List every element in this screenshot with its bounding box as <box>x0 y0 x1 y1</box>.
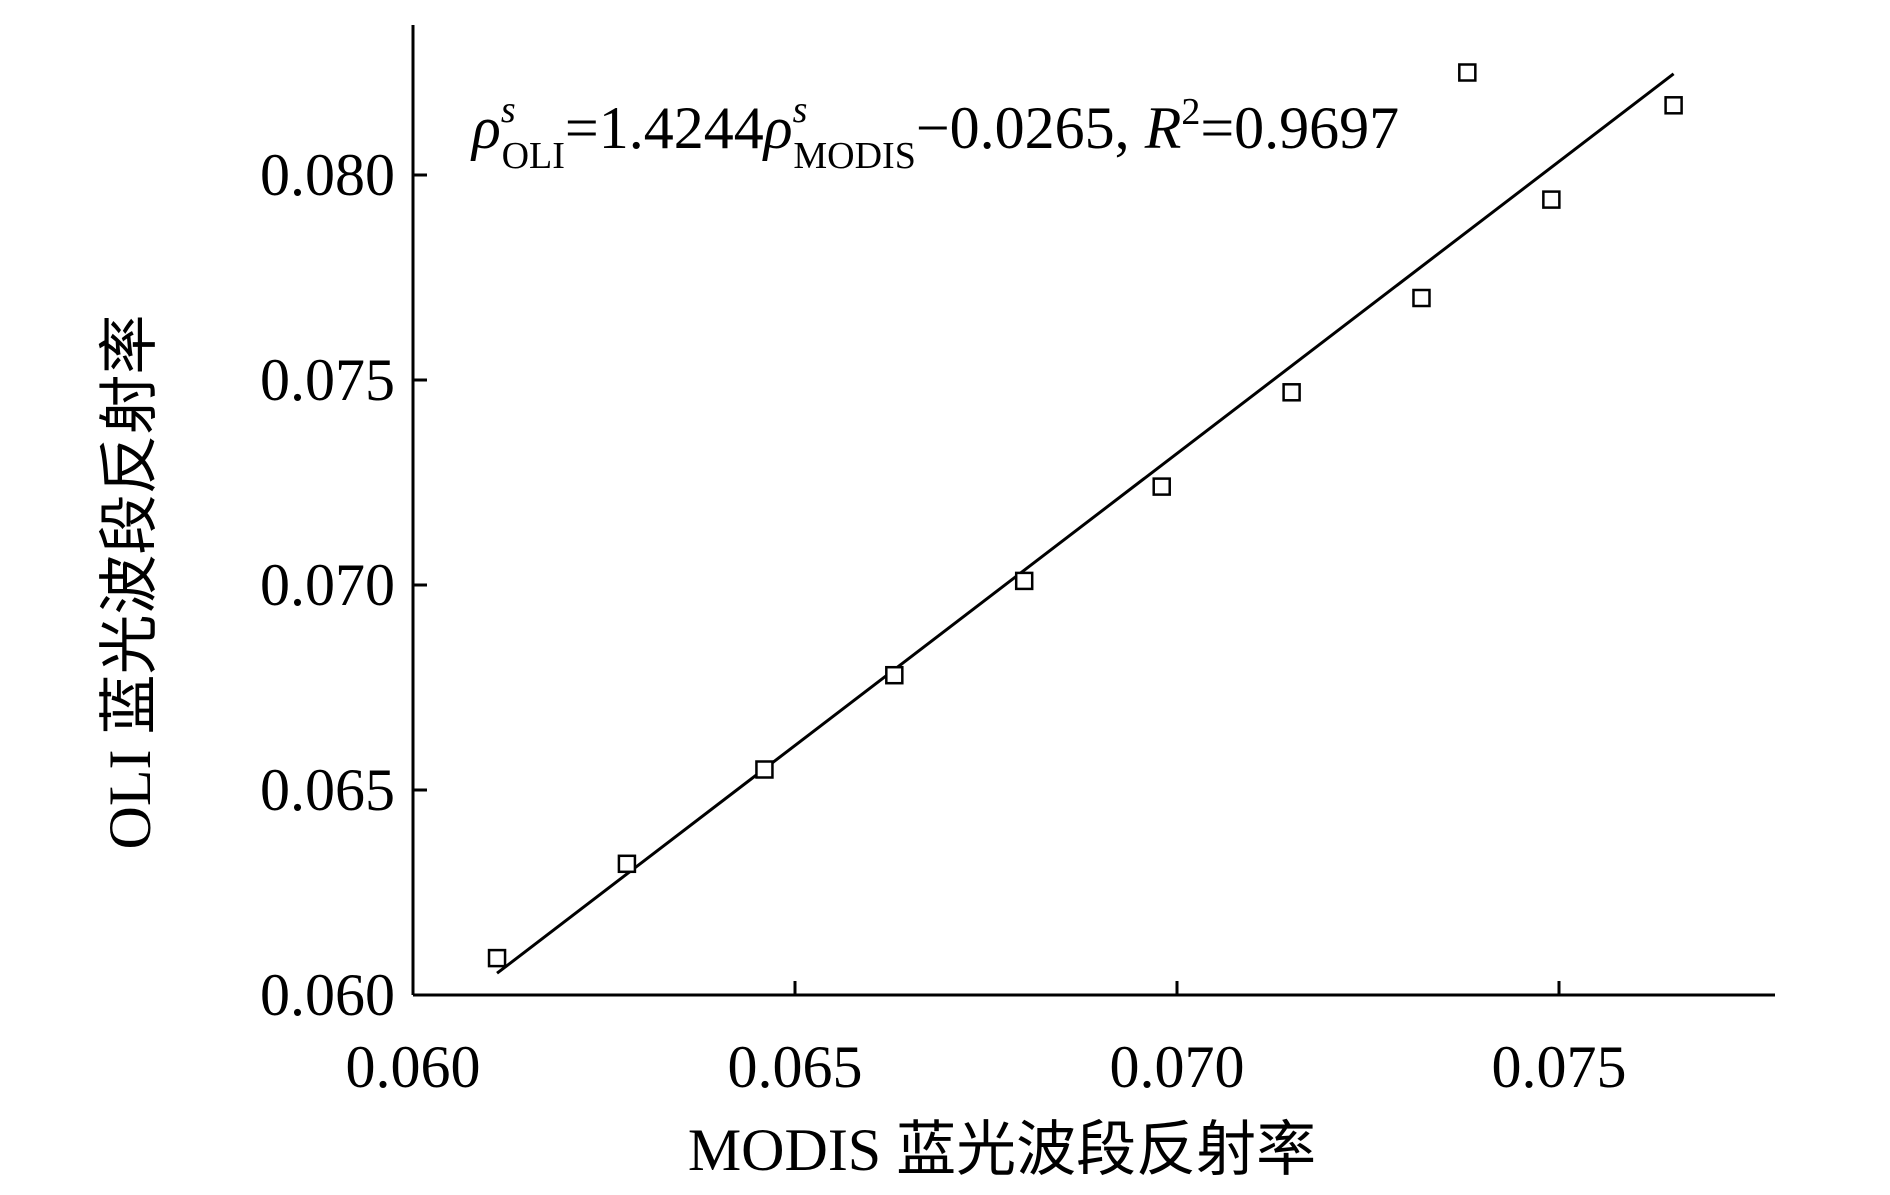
eq-part-2: −0.0265, <box>916 95 1145 161</box>
y-axis-title: OLI 蓝光波段反射率 <box>97 315 163 850</box>
eq-sub-oli: OLI <box>502 135 565 177</box>
y-tick-label: 0.060 <box>260 962 395 1028</box>
x-tick-label: 0.065 <box>728 1034 863 1100</box>
y-tick-label: 0.075 <box>260 347 395 413</box>
x-tick-label: 0.060 <box>346 1034 481 1100</box>
eq-part-1: =1.4244 <box>565 95 764 161</box>
eq-r: R <box>1144 95 1182 161</box>
y-tick-label: 0.080 <box>260 142 395 208</box>
data-point <box>1542 190 1561 209</box>
y-tick-label: 0.065 <box>260 757 395 823</box>
data-point <box>755 760 774 779</box>
data-point <box>1664 96 1683 115</box>
x-tick-label: 0.075 <box>1492 1034 1627 1100</box>
x-axis-ticks: 0.060 0.065 0.070 0.075 <box>346 981 1627 1100</box>
regression-line-group <box>496 72 1675 975</box>
data-point <box>487 948 507 968</box>
y-tick-label: 0.070 <box>260 552 395 618</box>
data-point <box>885 665 904 685</box>
axes <box>411 25 1775 997</box>
data-point <box>1458 63 1477 82</box>
eq-sup-2: 2 <box>1181 91 1200 133</box>
y-axis-ticks: 0.060 0.065 0.070 0.075 0.080 <box>260 142 427 1028</box>
eq-s-2: s <box>793 89 808 131</box>
data-point <box>617 854 637 874</box>
data-point <box>1014 571 1034 591</box>
x-axis-title: MODIS 蓝光波段反射率 <box>688 1117 1316 1183</box>
data-point <box>1152 477 1171 496</box>
eq-s-1: s <box>501 89 516 131</box>
data-point <box>1282 383 1301 402</box>
eq-rho-1: ρ <box>470 95 501 161</box>
regression-line <box>496 72 1675 975</box>
eq-part-3: =0.9697 <box>1200 95 1399 161</box>
eq-sub-modis: MODIS <box>793 135 915 177</box>
data-point <box>1412 288 1431 308</box>
regression-equation: ρs OLI=1.4244ρs MODIS−0.0265, R2=0.9697 <box>470 89 1399 177</box>
eq-rho-2: ρ <box>762 95 793 161</box>
x-tick-label: 0.070 <box>1110 1034 1245 1100</box>
data-points <box>487 63 1683 968</box>
